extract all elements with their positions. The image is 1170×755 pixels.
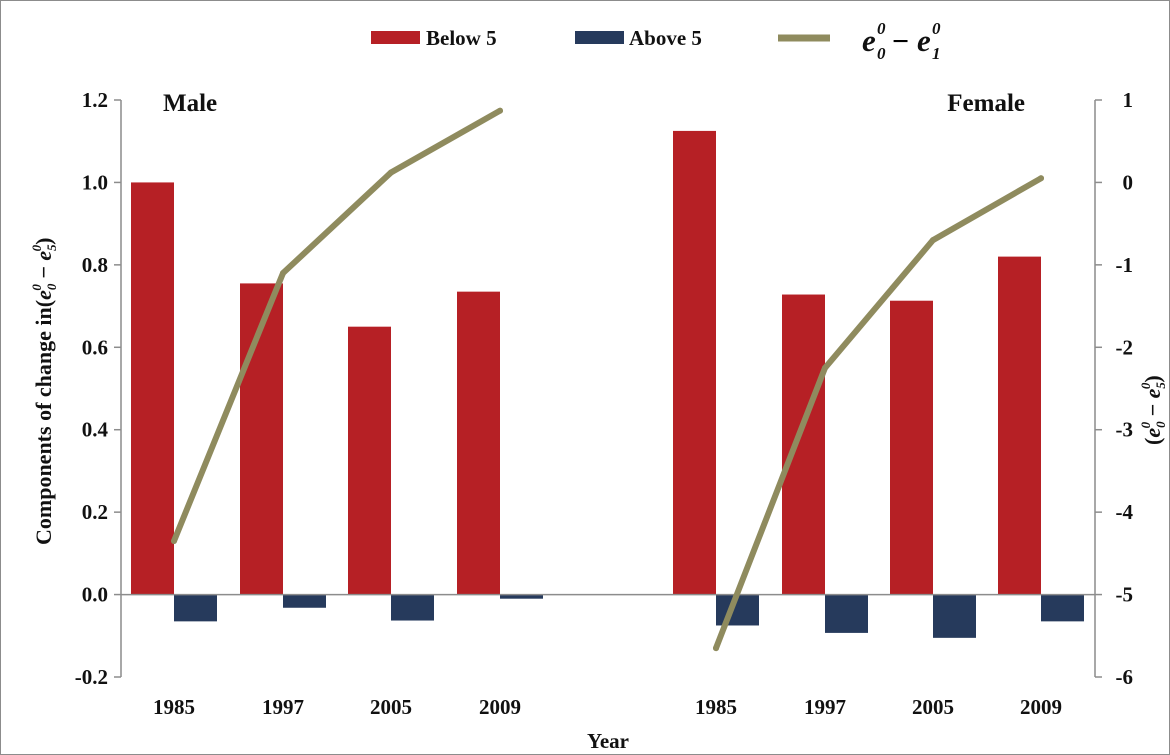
panel-label-female: Female xyxy=(947,90,1025,117)
bar-below-5-0 xyxy=(131,182,174,595)
y-tick-right-label-3: -3 xyxy=(1116,418,1134,442)
legend-swatch-below-5 xyxy=(371,31,420,44)
bars-layer xyxy=(131,130,1084,638)
y-tick-right-label-4: -2 xyxy=(1116,335,1134,359)
y-tick-left-label-0: -0.2 xyxy=(75,665,108,689)
y-tick-left-label-4: 0.6 xyxy=(82,335,108,359)
x-tick-label-4: 1985 xyxy=(695,695,737,719)
legend-swatch-above-5 xyxy=(575,31,624,44)
x-tick-label-1: 1997 xyxy=(262,695,304,719)
x-tick-label-0: 1985 xyxy=(153,695,195,719)
bar-below-5-3 xyxy=(457,291,500,595)
y-tick-left-label-1: 0.0 xyxy=(82,583,108,607)
x-tick-label-2: 2005 xyxy=(370,695,412,719)
line-segment-male xyxy=(171,107,503,544)
bar-below-5-6 xyxy=(890,300,933,595)
line-point-6 xyxy=(930,237,936,244)
bar-above-5-3 xyxy=(500,594,543,599)
y-tick-left-label-3: 0.4 xyxy=(82,418,109,442)
bar-below-5-2 xyxy=(348,326,391,595)
bar-above-5-2 xyxy=(391,594,434,621)
legend: Below 5 Above 5 e00− e10 xyxy=(371,19,941,63)
y-tick-right-label-1: -5 xyxy=(1116,583,1134,607)
bar-above-5-7 xyxy=(1041,594,1084,622)
text-layer: -0.2 0.0 0.2 0.4 0.6 0.8 1.0 1.2 -6 -5 -4 -3 -2 -1 0 1 1… xyxy=(75,88,1134,753)
bar-above-5-5 xyxy=(825,594,868,633)
line-point-2 xyxy=(388,169,394,176)
y-axis-title-right: (e00 − e50) xyxy=(1138,375,1168,445)
x-tick-label-3: 2009 xyxy=(479,695,521,719)
bar-above-5-0 xyxy=(174,594,217,622)
line-point-0 xyxy=(171,537,177,544)
x-tick-label-5: 1997 xyxy=(804,695,846,719)
bar-below-5-4 xyxy=(673,130,716,595)
y-tick-right-label-5: -1 xyxy=(1116,253,1134,277)
y-tick-right-label-6: 0 xyxy=(1123,170,1134,194)
legend-label-below-5: Below 5 xyxy=(426,26,497,50)
bar-below-5-1 xyxy=(240,283,283,595)
y-tick-right-label-7: 1 xyxy=(1123,88,1134,112)
y-tick-left-label-5: 0.8 xyxy=(82,253,108,277)
line-point-5 xyxy=(822,364,828,371)
x-axis-title: Year xyxy=(587,729,629,753)
line-segment-female xyxy=(713,175,1044,652)
bar-above-5-1 xyxy=(283,594,326,608)
bar-above-5-6 xyxy=(933,594,976,638)
y-tick-right-label-2: -4 xyxy=(1116,500,1134,524)
line-point-4 xyxy=(713,645,719,652)
y-tick-left-label-6: 1.0 xyxy=(82,170,108,194)
legend-label-above-5: Above 5 xyxy=(629,26,702,50)
line-point-3 xyxy=(497,107,503,114)
panel-label-male: Male xyxy=(163,90,217,117)
bar-below-5-7 xyxy=(998,256,1041,595)
legend-formula-e0-e1: e00− e10 xyxy=(862,19,941,63)
x-tick-label-6: 2005 xyxy=(912,695,954,719)
line-layer xyxy=(171,107,1044,652)
x-tick-label-7: 2009 xyxy=(1020,695,1062,719)
line-point-7 xyxy=(1038,175,1044,182)
bar-below-5-5 xyxy=(782,294,825,595)
y-tick-right-label-0: -6 xyxy=(1116,665,1134,689)
axes-layer xyxy=(114,99,1102,678)
y-tick-left-label-2: 0.2 xyxy=(82,500,108,524)
y-axis-title-left: Components of change in(e00 − e50) xyxy=(29,238,59,545)
y-tick-left-label-7: 1.2 xyxy=(82,88,108,112)
line-point-1 xyxy=(280,270,286,277)
